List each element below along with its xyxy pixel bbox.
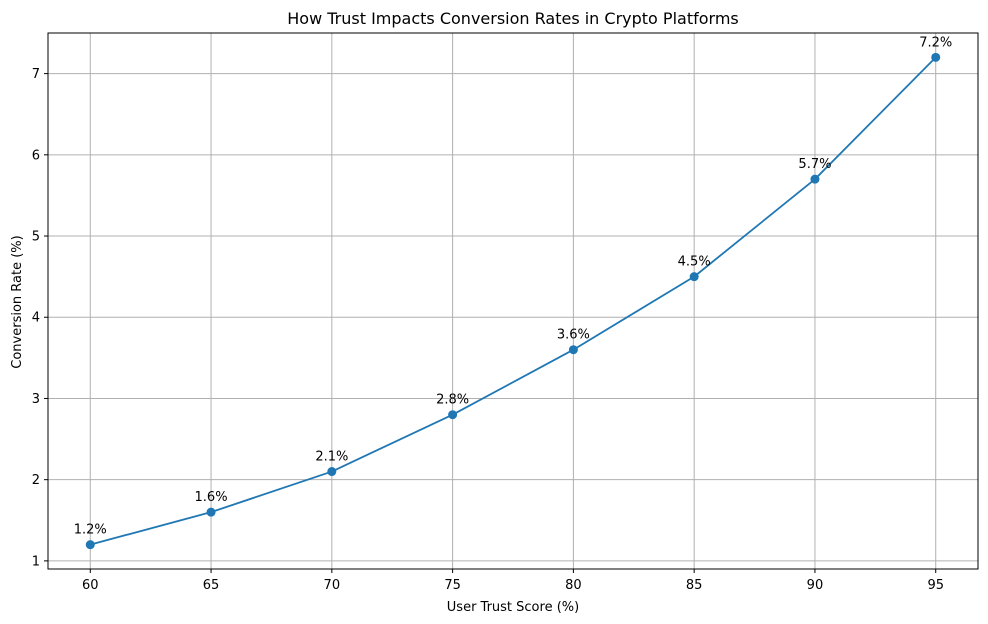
y-tick-label: 2 bbox=[32, 473, 40, 488]
data-label: 4.5% bbox=[678, 255, 711, 270]
data-label: 7.2% bbox=[919, 35, 952, 50]
x-tick-label: 85 bbox=[686, 578, 703, 593]
data-point bbox=[931, 52, 941, 62]
tick-layer: 60 65 70 75 80 85 90 95 1 2 3 4 5 6 7 bbox=[32, 67, 944, 593]
y-tick-label: 3 bbox=[32, 392, 40, 407]
y-tick-label: 4 bbox=[32, 311, 40, 326]
series-layer bbox=[85, 52, 941, 550]
x-axis-label: User Trust Score (%) bbox=[447, 600, 579, 615]
data-label-layer: 1.2% 1.6% 2.1% 2.8% 3.6% 4.5% 5.7% 7.2% bbox=[74, 35, 952, 537]
y-tick-label: 1 bbox=[32, 554, 40, 569]
x-tick-label: 80 bbox=[565, 578, 582, 593]
x-tick-label: 65 bbox=[203, 578, 220, 593]
data-point bbox=[568, 345, 578, 355]
x-tick-label: 90 bbox=[807, 578, 824, 593]
series-line bbox=[90, 56, 937, 546]
data-point bbox=[448, 410, 458, 420]
data-label: 1.2% bbox=[74, 523, 107, 538]
data-label: 2.1% bbox=[315, 450, 348, 465]
x-tick-label: 95 bbox=[927, 578, 944, 593]
y-tick-label: 5 bbox=[32, 230, 40, 245]
y-axis-label: Conversion Rate (%) bbox=[10, 235, 25, 368]
x-tick-label: 60 bbox=[82, 578, 99, 593]
data-point bbox=[85, 540, 95, 550]
x-tick-label: 75 bbox=[444, 578, 461, 593]
grid-layer bbox=[48, 33, 978, 569]
data-label: 3.6% bbox=[557, 328, 590, 343]
data-point bbox=[327, 467, 337, 477]
data-point bbox=[689, 272, 699, 282]
x-tick-label: 70 bbox=[324, 578, 341, 593]
data-point bbox=[810, 174, 820, 184]
data-label: 1.6% bbox=[195, 490, 228, 505]
data-label: 2.8% bbox=[436, 393, 469, 408]
y-tick-label: 6 bbox=[32, 148, 40, 163]
y-tick-label: 7 bbox=[32, 67, 40, 82]
axes-frame bbox=[47, 32, 979, 570]
chart-title: How Trust Impacts Conversion Rates in Cr… bbox=[287, 9, 739, 28]
data-label: 5.7% bbox=[798, 157, 831, 172]
data-point bbox=[206, 507, 216, 517]
